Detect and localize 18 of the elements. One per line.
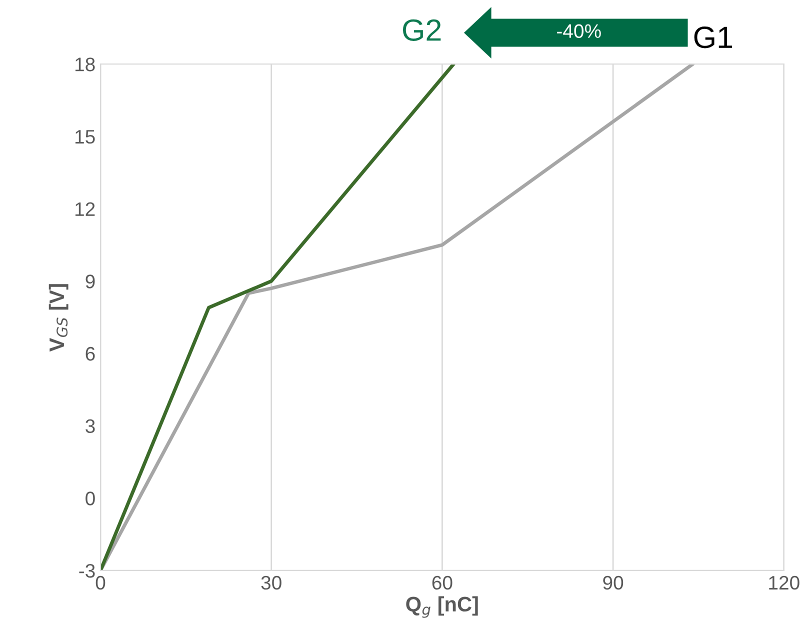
y-tick-label: -3 — [79, 564, 95, 578]
y-axis-title: V$_{GS}$ [V] — [48, 284, 68, 352]
y-tick-label: 9 — [86, 274, 95, 288]
y-tick-label: 15 — [75, 130, 95, 144]
x-tick-label: 0 — [96, 576, 106, 590]
text: -40% — [557, 24, 601, 38]
x-tick-label: 90 — [603, 576, 624, 590]
x-axis-title: Q$_{g}$ [nC] — [406, 596, 478, 618]
text: G2 — [402, 19, 441, 41]
x-tick-label: 30 — [261, 576, 282, 590]
text: G1 — [694, 26, 732, 48]
y-tick-label: 6 — [86, 346, 95, 361]
x-tick-label: 120 — [769, 576, 800, 590]
y-tick-label: 3 — [86, 419, 95, 434]
y-tick-label: 0 — [86, 492, 95, 506]
x-tick-label: 60 — [432, 576, 452, 590]
y-tick-label: 18 — [75, 58, 95, 72]
y-tick-label: 12 — [75, 202, 95, 216]
